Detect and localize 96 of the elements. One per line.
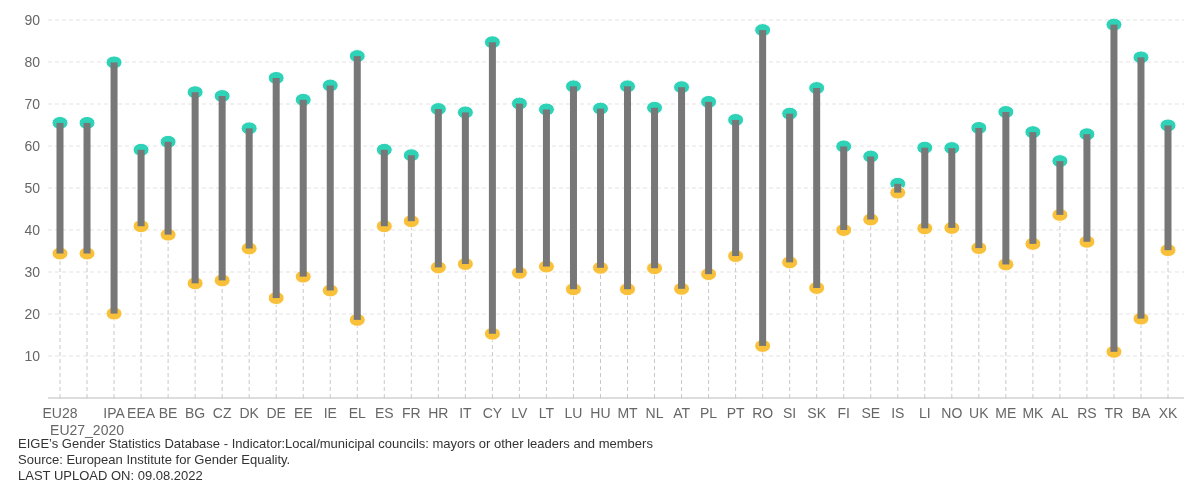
x-tick-label: ME: [995, 405, 1017, 421]
bar: [1029, 132, 1037, 244]
x-tick-label: IS: [891, 405, 905, 421]
x-tick-label: CY: [482, 405, 503, 421]
x-tick-label: DE: [266, 405, 286, 421]
bar: [488, 42, 496, 334]
bar: [164, 141, 172, 235]
x-tick-label: SK: [807, 405, 827, 421]
y-tick-label: 50: [24, 179, 41, 196]
x-tick-label: RO: [752, 405, 774, 421]
y-tick-label: 60: [24, 137, 41, 154]
y-tick-label: 80: [24, 53, 41, 70]
x-tick-label: RS: [1077, 405, 1097, 421]
x-tick-label: EE: [293, 405, 313, 421]
x-tick-label: TR: [1104, 405, 1124, 421]
x-tick-label: EEA: [127, 405, 156, 421]
bar: [732, 119, 740, 257]
bar: [624, 86, 632, 290]
x-tick-label: PL: [700, 405, 718, 421]
x-tick-label: IPA: [103, 405, 126, 421]
bar: [840, 146, 848, 230]
x-tick-label: BA: [1131, 405, 1151, 421]
bar: [948, 148, 956, 228]
x-tick-label: LU: [564, 405, 583, 421]
bar: [380, 149, 388, 227]
bar: [651, 107, 659, 269]
bar: [1002, 111, 1010, 265]
bar: [272, 77, 280, 299]
bar: [434, 109, 442, 268]
x-tick-label: MT: [617, 405, 639, 421]
x-tick-label: DK: [239, 405, 260, 421]
x-tick-label: BE: [158, 405, 178, 421]
bar: [596, 108, 604, 268]
x-tick-label: EL: [348, 405, 367, 421]
bar: [1083, 134, 1091, 242]
x-tick-label: UK: [969, 405, 990, 421]
x-tick-label: IT: [459, 405, 473, 421]
bar: [813, 88, 821, 288]
bar: [894, 183, 902, 193]
bar: [975, 127, 983, 249]
bar: [56, 122, 64, 254]
x-tick-label: BG: [185, 405, 206, 421]
bar: [218, 96, 226, 281]
bar: [137, 149, 145, 227]
bar: [326, 85, 334, 291]
bar: [678, 87, 686, 289]
bar: [867, 156, 875, 220]
x-tick-label: LV: [511, 405, 529, 421]
bar: [1110, 24, 1118, 352]
source-note: Source: European Institute for Gender Equality.: [18, 452, 291, 467]
text: LAST UPLOAD ON: 09.08.2022: [18, 468, 203, 483]
bar: [1137, 57, 1145, 319]
x-tick-label: XK: [1158, 405, 1178, 421]
x-tick-label: CZ: [212, 405, 232, 421]
x-tick-label: HU: [590, 405, 611, 421]
x-tick-label: HR: [428, 405, 449, 421]
x-tick-label: MK: [1022, 405, 1045, 421]
bar: [83, 122, 91, 254]
y-tick-label: 30: [24, 263, 41, 280]
x-tick-label: PT: [726, 405, 745, 421]
bar: [245, 128, 253, 249]
x-tick-label: SI: [783, 405, 797, 421]
bar: [407, 155, 415, 222]
x-tick-label: NO: [941, 405, 963, 421]
text: EIGE’s Gender Statistics Database - Indicator:Local/municipal councils: mayors or other leaders and members: [18, 436, 654, 451]
bar: [542, 109, 550, 267]
bar: [1056, 161, 1064, 215]
x-tick-label: ES: [374, 405, 394, 421]
bar: [786, 113, 794, 263]
y-tick-label: 10: [24, 347, 41, 364]
bar: [705, 101, 713, 275]
bar: [569, 86, 577, 290]
bar: [191, 92, 199, 284]
x-tick-label: EU27_2020: [50, 422, 125, 438]
x-tick-label: AL: [1051, 405, 1069, 421]
bar: [921, 147, 929, 229]
bar: [461, 112, 469, 265]
x-tick-label: LI: [918, 405, 931, 421]
x-tick-label: LT: [538, 405, 555, 421]
bar: [1164, 125, 1172, 251]
y-tick-label: 70: [24, 95, 41, 112]
x-tick-label: IE: [323, 405, 337, 421]
bar: [110, 62, 118, 314]
x-tick-label: SE: [861, 405, 881, 421]
x-tick-label: FR: [401, 405, 421, 421]
bar: [759, 30, 767, 346]
x-tick-label: EU28: [42, 405, 78, 421]
y-tick-label: 90: [24, 11, 41, 28]
bar: [299, 99, 307, 277]
y-tick-label: 40: [24, 221, 41, 238]
x-tick-label: NL: [645, 405, 664, 421]
x-tick-label: FI: [837, 405, 850, 421]
bar: [515, 103, 523, 273]
bar: [353, 56, 361, 320]
y-tick-label: 20: [24, 305, 41, 322]
x-tick-label: AT: [673, 405, 691, 421]
